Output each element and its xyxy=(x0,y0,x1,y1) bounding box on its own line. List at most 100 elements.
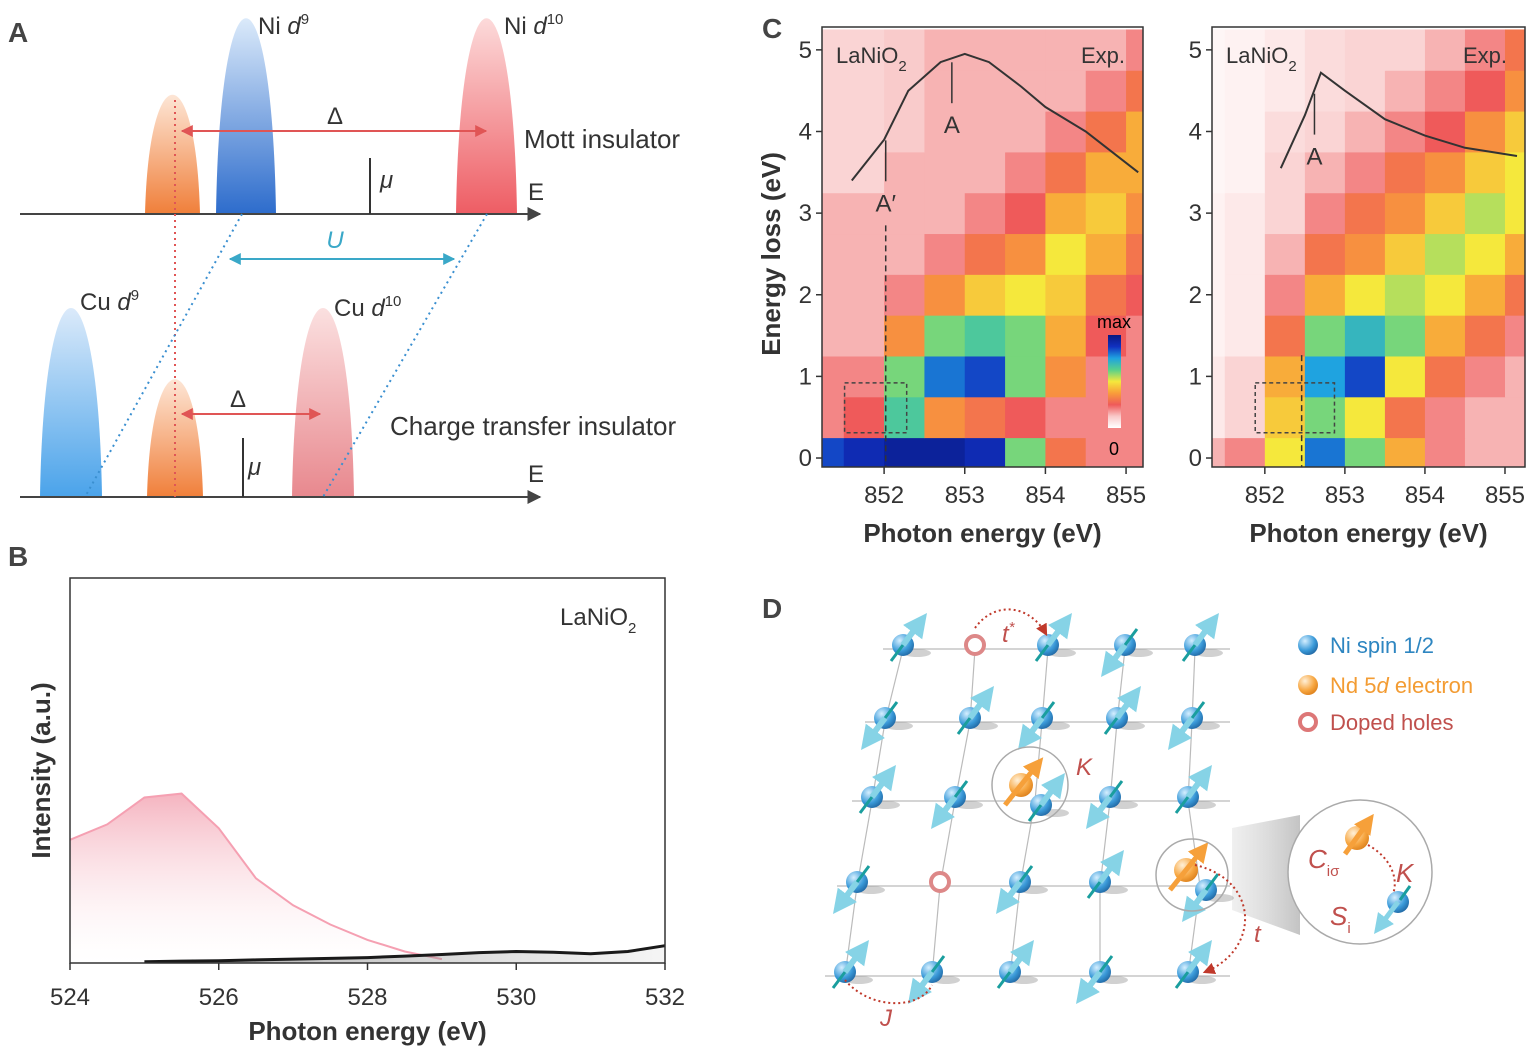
spin-arrow xyxy=(861,716,888,751)
label-part: d xyxy=(533,13,547,40)
spin-stub xyxy=(956,717,972,735)
label-part: Cu xyxy=(334,295,371,322)
xas-curve xyxy=(851,52,1139,182)
spin-stub xyxy=(1174,971,1190,989)
heatmap-cell xyxy=(843,437,885,467)
heatmap-cell xyxy=(964,233,1006,275)
label-part: * xyxy=(1009,619,1016,636)
heatmap-cell xyxy=(1384,396,1426,439)
heatmap-cell xyxy=(1304,396,1346,439)
heatmap-cell xyxy=(1264,274,1306,316)
operator-label: Ciσ xyxy=(1308,844,1340,880)
heatmap-cell xyxy=(964,29,1006,71)
band xyxy=(40,308,102,497)
heatmap-cell xyxy=(1384,111,1426,153)
label-part: t xyxy=(1002,621,1010,648)
heatmap-cell xyxy=(1085,29,1127,71)
spin-stub xyxy=(996,971,1012,989)
spin-stub xyxy=(1018,865,1034,883)
heatmap-cell xyxy=(843,233,885,275)
heatmap-cell xyxy=(1005,111,1046,153)
mu-label: μ xyxy=(379,167,393,194)
heatmap-cell xyxy=(1504,151,1525,194)
heatmap-cell xyxy=(1212,396,1226,439)
guide-line xyxy=(322,213,488,498)
heatmap-cell xyxy=(1224,355,1266,398)
heatmap-cell xyxy=(1045,315,1087,357)
spectrum-line xyxy=(69,792,443,961)
heatmap-cell xyxy=(1504,315,1525,357)
kondo-label: K xyxy=(1076,754,1093,781)
heatmap-cell xyxy=(1045,70,1087,112)
heatmap-cell xyxy=(1212,355,1226,398)
spin-stub xyxy=(1123,628,1139,646)
heatmap-cell xyxy=(1464,274,1506,316)
y-tick-label: 0 xyxy=(799,445,812,472)
heatmap-cell xyxy=(884,70,925,112)
delta-label: Δ xyxy=(327,103,343,130)
heatmap-cell xyxy=(1045,192,1087,235)
heatmap-cell xyxy=(1344,233,1386,275)
x-tick-label: 854 xyxy=(1405,482,1445,509)
spin-arrow xyxy=(1192,612,1220,647)
heatmap-cell xyxy=(1045,111,1087,153)
panel-label: D xyxy=(762,593,782,624)
colorbar-label: max xyxy=(1097,312,1131,332)
heatmap-cell xyxy=(822,396,845,439)
heatmap-cell xyxy=(1126,315,1143,357)
heatmap-cell xyxy=(1224,315,1266,357)
heatmap-cell xyxy=(1264,355,1306,398)
exchange-label: J xyxy=(879,1005,893,1032)
heatmap-cell xyxy=(1085,437,1127,467)
x-tick-label: 852 xyxy=(1245,482,1285,509)
heatmap-cell xyxy=(1224,192,1266,235)
heatmap-cell xyxy=(1224,233,1266,275)
heatmap-cell xyxy=(1384,233,1426,275)
spin-arrow xyxy=(900,612,927,647)
label-part: d xyxy=(117,289,131,316)
legend-swatch xyxy=(1298,675,1318,695)
panel-label: A xyxy=(8,17,28,48)
heatmap-cell xyxy=(1045,233,1087,275)
heatmap-cell xyxy=(1384,70,1426,112)
heatmap-cell xyxy=(1126,192,1143,235)
heatmap-cell xyxy=(1424,355,1466,398)
lattice-line xyxy=(1187,648,1201,977)
band xyxy=(216,18,276,214)
colorbar-label: 0 xyxy=(1109,439,1119,459)
heatmap-cell xyxy=(924,437,966,467)
heatmap-cell xyxy=(1045,274,1087,316)
y-tick-label: 4 xyxy=(799,118,812,145)
spin-stub xyxy=(1204,873,1220,891)
heatmap-cell xyxy=(964,437,1006,467)
y-tick-label: 1 xyxy=(1189,363,1202,390)
band xyxy=(456,18,517,214)
spin-stub xyxy=(889,644,905,662)
heatmap-cell xyxy=(822,70,845,112)
heatmap-cell xyxy=(1384,151,1426,194)
doped-hole xyxy=(929,871,951,893)
label-part: S xyxy=(1330,901,1348,931)
heatmap-cell xyxy=(884,111,925,153)
heatmap-cell xyxy=(1126,274,1143,316)
heatmap-cell xyxy=(822,192,845,235)
heatmap-cell xyxy=(1504,233,1525,275)
spin-arrow xyxy=(1038,772,1066,807)
heatmap-cell xyxy=(924,233,966,275)
heatmap-cell xyxy=(924,29,966,71)
heatmap-cell xyxy=(1085,70,1127,112)
label-part: 2 xyxy=(898,58,906,75)
label-part: LaNiO xyxy=(1226,43,1288,68)
heatmap-cell xyxy=(1212,111,1226,153)
label-part: C xyxy=(1308,844,1327,874)
heatmap-cell xyxy=(1424,437,1466,467)
heatmap-cell xyxy=(1384,192,1426,235)
label-part: 9 xyxy=(301,11,309,28)
band-label: Cu d10 xyxy=(334,293,401,322)
heatmap-cell xyxy=(1264,192,1306,235)
spectrum-line xyxy=(144,944,666,964)
heatmap-cell xyxy=(1264,315,1306,357)
heatmap-cell xyxy=(1126,151,1143,194)
heatmap-cell xyxy=(1126,111,1143,153)
heatmap-cell xyxy=(1464,437,1506,467)
